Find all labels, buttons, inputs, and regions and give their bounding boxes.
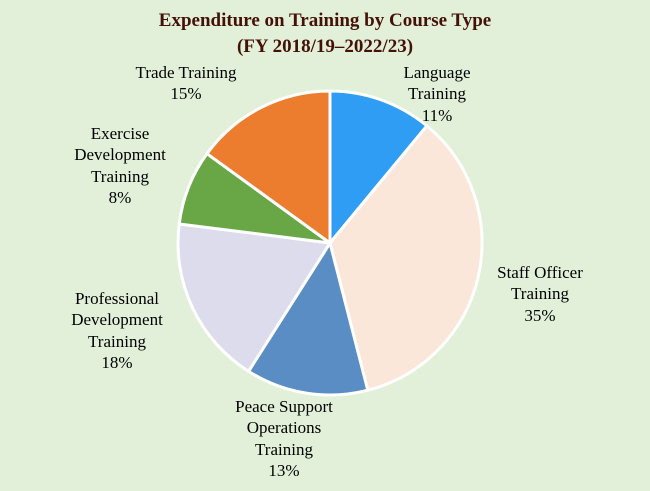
pie-label-text: Peace Support Operations Training bbox=[235, 397, 333, 459]
chart-subtitle: (FY 2018/19–2022/23) bbox=[236, 35, 414, 57]
pie-slice-professional-development-training bbox=[176, 222, 332, 373]
pie-label-percent: 11% bbox=[421, 105, 453, 125]
chart-title: Expenditure on Training by Course Type bbox=[158, 10, 492, 31]
pie-slice-trade-training bbox=[205, 89, 332, 245]
pie-label-text: Exercise Development Training bbox=[74, 124, 166, 186]
pie-label-text: Staff Officer Training bbox=[497, 263, 583, 304]
pie-label-peace-support-operations-training: Peace Support Operations Training 13% bbox=[223, 396, 345, 481]
pie-label-text: Language Training bbox=[403, 63, 471, 104]
pie-label-percent: 15% bbox=[170, 84, 202, 104]
pie-label-text: Professional Development Training bbox=[71, 289, 163, 351]
pie-slice-staff-officer-training bbox=[328, 124, 484, 392]
pie-label-language-training: Language Training 11% bbox=[391, 62, 483, 126]
pie-label-text: Trade Training bbox=[135, 63, 237, 82]
pie-label-trade-training: Trade Training 15% bbox=[116, 62, 256, 105]
pie-label-professional-development-training: Professional Development Training 18% bbox=[58, 288, 176, 373]
pie-label-exercise-development-training: Exercise Development Training 8% bbox=[64, 123, 176, 208]
pie-label-percent: 8% bbox=[108, 187, 132, 207]
pie-label-percent: 13% bbox=[268, 460, 300, 480]
pie-slice-peace-support-operations-training bbox=[247, 241, 370, 397]
pie-slice-language-training bbox=[328, 89, 429, 245]
pie-label-percent: 18% bbox=[101, 352, 133, 372]
pie-label-percent: 35% bbox=[524, 305, 556, 325]
chart-title-block: Expenditure on Training by Course Type (… bbox=[0, 8, 650, 59]
pie-label-staff-officer-training: Staff Officer Training 35% bbox=[486, 262, 594, 326]
